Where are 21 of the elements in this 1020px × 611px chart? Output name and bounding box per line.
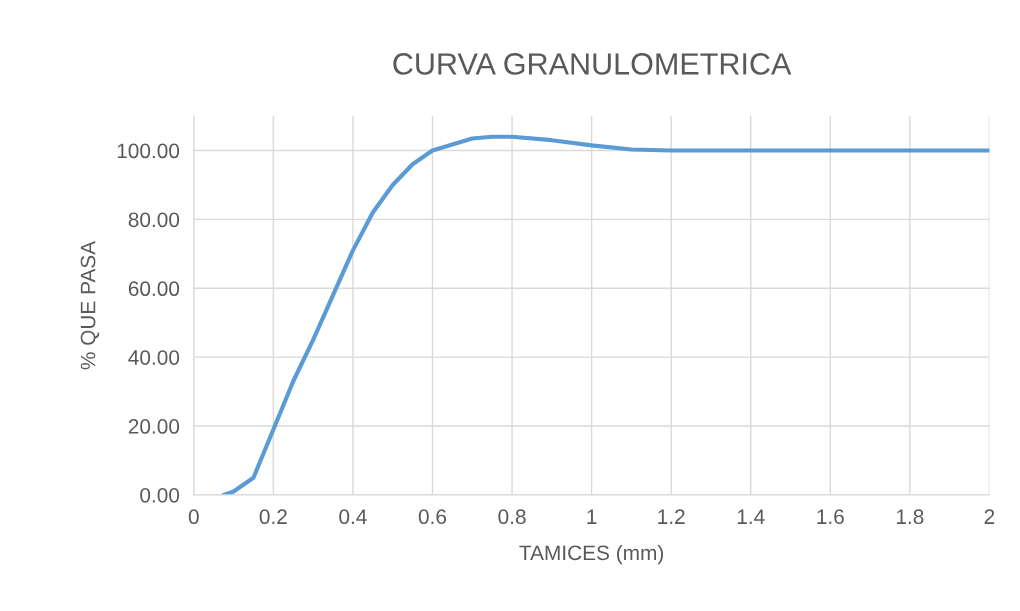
y-tick-label: 40.00 <box>128 350 180 365</box>
y-tick-label: 60.00 <box>128 281 180 297</box>
y-axis-title: % QUE PASA <box>80 240 100 370</box>
x-tick-label: 0.4 <box>339 509 367 525</box>
x-tick-label: 1.4 <box>737 509 765 524</box>
y-tick-label: 20.00 <box>128 419 180 434</box>
x-tick-label: 0.8 <box>498 509 526 525</box>
y-tick-label: 100.00 <box>117 143 180 159</box>
x-tick-label: 0.2 <box>259 509 287 525</box>
x-tick-label: 0 <box>188 509 199 525</box>
line-series <box>221 134 990 495</box>
y-tick-label: 80.00 <box>128 212 180 228</box>
y-tick-label: 0.00 <box>140 487 180 503</box>
x-tick-label: 1.6 <box>817 509 844 525</box>
x-tick-label: 1.2 <box>658 509 685 524</box>
x-tick-label: 0.6 <box>418 509 447 525</box>
x-tick-label: 1 <box>587 509 597 524</box>
x-axis-title: TAMICES (mm) <box>519 544 664 565</box>
x-tick-label: 1.8 <box>896 509 924 525</box>
chart-title: CURVA GRANULOMETRICA <box>393 53 792 75</box>
x-tick-label: 2 <box>984 509 995 524</box>
